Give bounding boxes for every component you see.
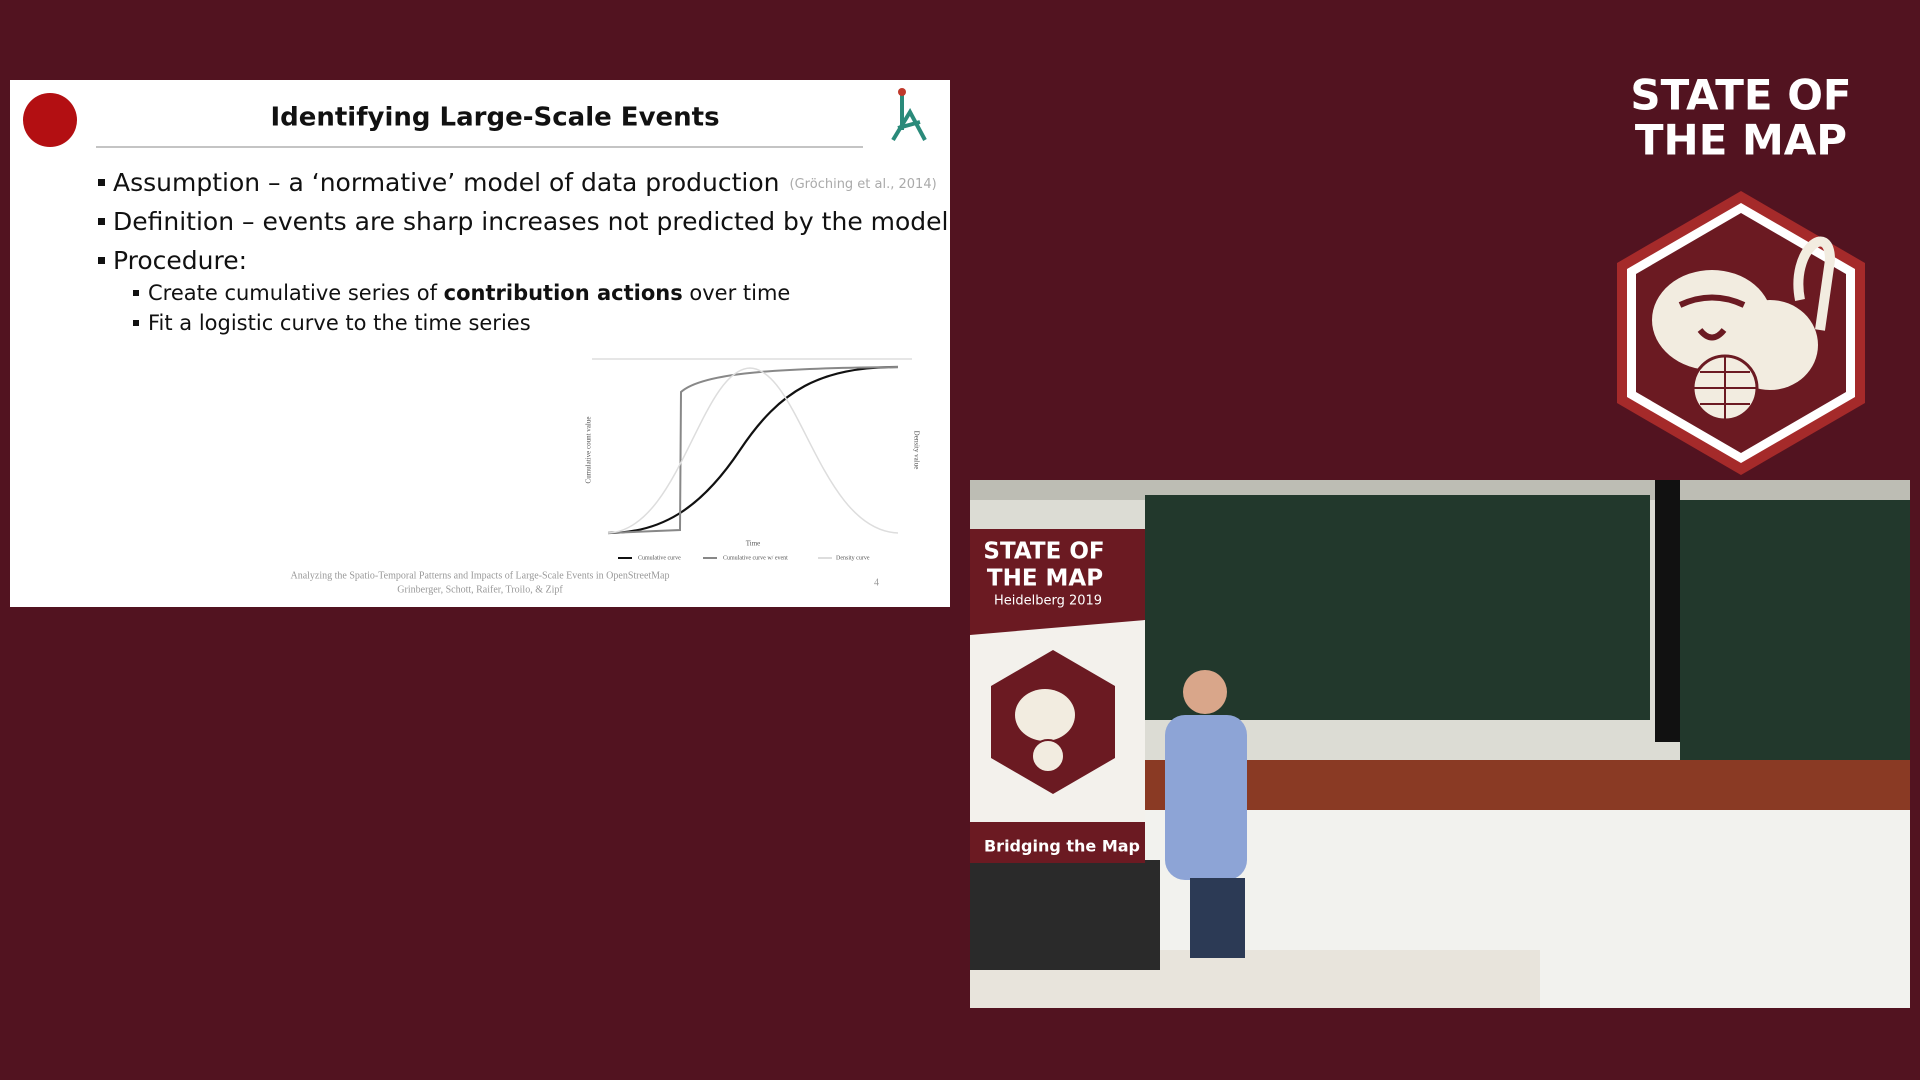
slide	[10, 80, 950, 607]
legend-entry: Cumulative curve w/ event	[723, 555, 788, 561]
y2-axis-label: Density value	[912, 431, 920, 470]
cumulative-curve	[607, 365, 899, 535]
figure: Cumulative count value Density value Tim…	[585, 358, 920, 561]
banner-subtitle: Heidelberg 2019	[994, 594, 1102, 609]
y-axis-label: Cumulative count value	[585, 417, 593, 484]
sub-bullet-marker	[133, 290, 139, 296]
text: over time	[683, 281, 791, 305]
sub-bullet: Create cumulative series of contribution…	[148, 281, 790, 305]
bullet-marker	[98, 218, 105, 225]
video-frame	[970, 480, 1910, 1008]
legend-entry: Cumulative curve	[638, 555, 681, 561]
banner-line: STATE OF	[983, 539, 1104, 565]
footer: Analyzing the Spatio-Temporal Patterns a…	[290, 570, 669, 581]
bullet-marker	[98, 257, 105, 264]
footer: Grinberger, Schott, Raifer, Troilo, & Zi…	[397, 584, 563, 595]
bullet: Procedure:	[113, 246, 247, 275]
bullet-marker	[98, 179, 105, 186]
citation: (Gröching et al., 2014)	[790, 177, 937, 192]
bullet: Assumption – a ‘normative’ model of data…	[113, 168, 937, 197]
bullet-text: Assumption – a ‘normative’ model of data…	[113, 168, 780, 197]
sub-bullet-marker	[133, 320, 139, 326]
banner-tagline: Bridging the Map	[984, 837, 1140, 856]
sub-bullet: Fit a logistic curve to the time series	[148, 311, 531, 335]
page-number: 4	[874, 577, 879, 588]
bullet: Definition – events are sharp increases …	[113, 207, 949, 236]
brand-logo	[1617, 191, 1865, 475]
brand-line: STATE OF	[1630, 71, 1851, 120]
banner-line: THE MAP	[987, 566, 1103, 592]
brand-line: THE MAP	[1635, 116, 1847, 165]
bold-text: contribution actions	[444, 281, 683, 305]
legend-entry: Density curve	[836, 555, 870, 561]
video-banner	[970, 529, 1145, 863]
text: Create cumulative series of	[148, 281, 444, 305]
density-curve	[607, 367, 899, 534]
slide-title: Identifying Large-Scale Events	[270, 103, 719, 133]
x-axis-label: Time	[746, 540, 761, 548]
slide-logo-mark	[891, 88, 927, 142]
slide-logo-circle	[23, 93, 77, 147]
